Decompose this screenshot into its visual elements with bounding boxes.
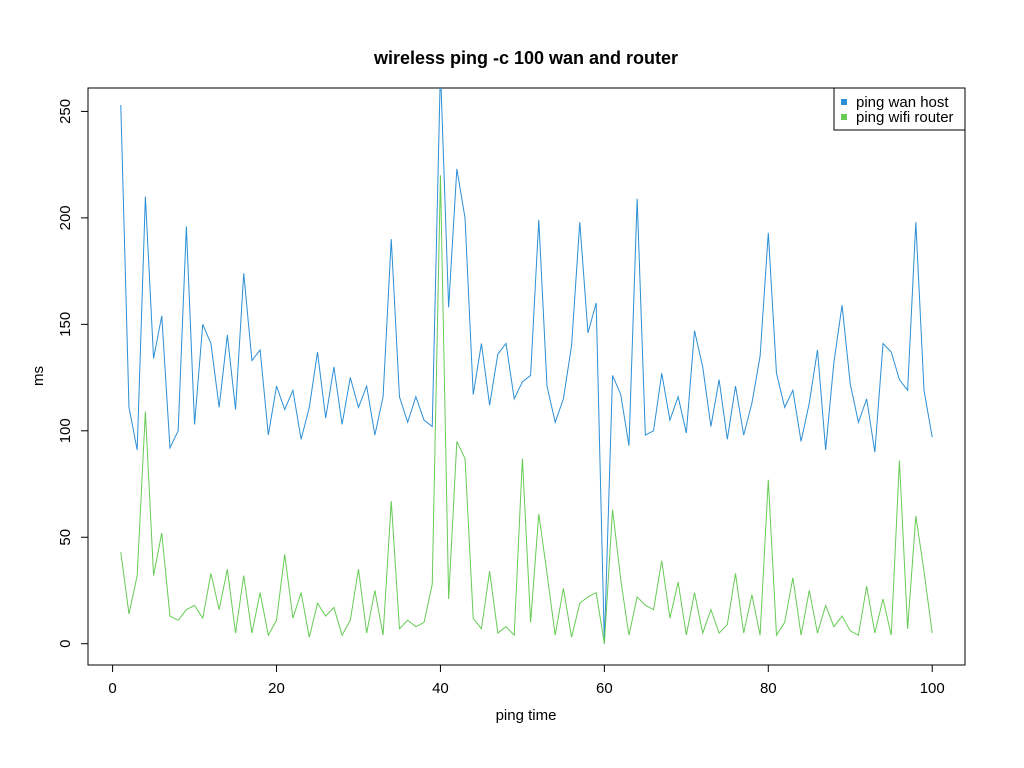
legend-box <box>833 87 966 131</box>
y-tick-label: 200 <box>57 205 74 230</box>
y-tick-label: 150 <box>57 312 74 337</box>
series-line-2 <box>120 175 933 644</box>
x-tick-label: 60 <box>596 680 613 697</box>
x-tick-label: 80 <box>760 680 777 697</box>
plot-area-border <box>87 87 966 666</box>
y-axis: 0 50 100 150 200 250 <box>57 99 89 648</box>
chart-title: wireless ping -c 100 wan and router <box>373 48 678 68</box>
legend-swatch <box>841 114 847 120</box>
x-axis-label: ping time <box>496 707 557 724</box>
x-tick-label: 0 <box>108 680 116 697</box>
series-line-1 <box>120 88 933 644</box>
y-tick-label: 50 <box>57 529 74 546</box>
legend-swatch <box>841 99 847 105</box>
y-axis-label: ms <box>30 366 47 386</box>
x-tick-label: 40 <box>432 680 449 697</box>
y-tick-label: 250 <box>57 99 74 124</box>
legend-label: ping wifi router <box>856 109 954 126</box>
x-axis: 0 20 40 60 80 100 <box>108 664 945 697</box>
series-layer <box>120 88 933 644</box>
y-tick-label: 100 <box>57 418 74 443</box>
y-tick-label: 0 <box>57 640 74 648</box>
x-tick-label: 20 <box>268 680 285 697</box>
legend-label: ping wan host <box>856 94 949 111</box>
x-tick-label: 100 <box>920 680 945 697</box>
